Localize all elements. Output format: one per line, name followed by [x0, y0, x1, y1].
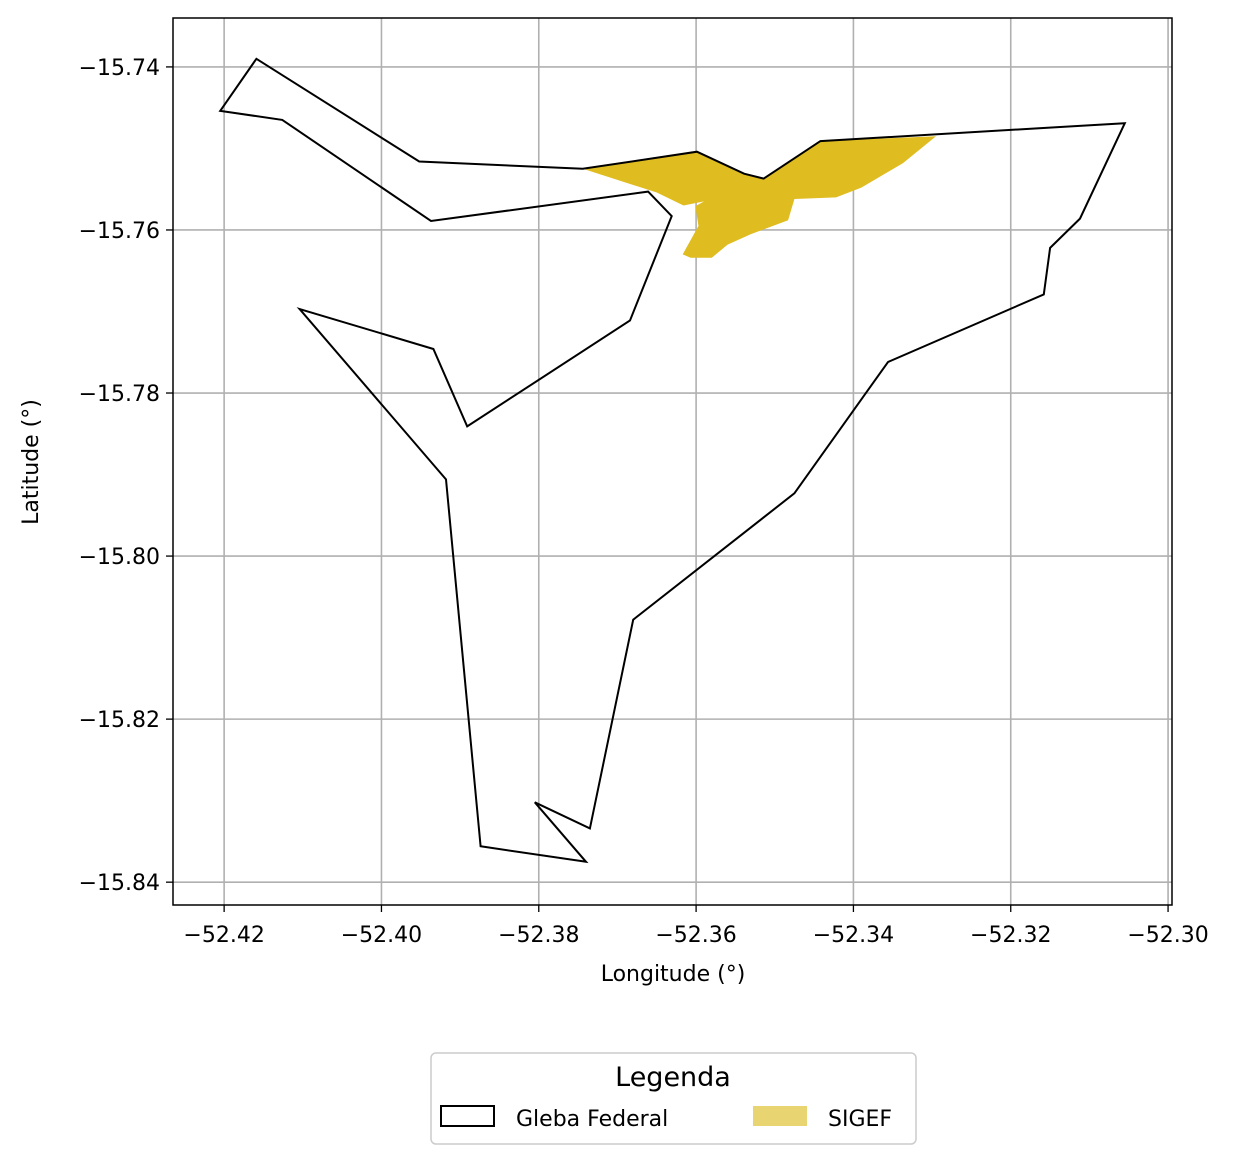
- x-axis-label: Longitude (°): [601, 962, 746, 987]
- x-tick-label: −52.38: [498, 923, 579, 948]
- legend-label-gleba-federal: Gleba Federal: [516, 1107, 668, 1132]
- x-tick-label: −52.30: [1127, 923, 1208, 948]
- polygon-layer: [218, 57, 1127, 864]
- polygon-sigef: [582, 136, 936, 258]
- y-tick-label: −15.80: [79, 545, 160, 570]
- x-tick-label: −52.34: [813, 923, 894, 948]
- axis-ticks: −52.42 −52.40 −52.38 −52.36 −52.34 −52.32 −52.…: [79, 56, 1209, 948]
- legend: Legenda Gleba Federal SIGEF: [430, 1052, 917, 1145]
- x-tick-label: −52.36: [655, 923, 736, 948]
- y-tick-label: −15.82: [79, 708, 160, 733]
- grid: [173, 18, 1172, 905]
- polygon-gleba-federal: [218, 57, 1127, 864]
- x-tick-label: −52.40: [341, 923, 422, 948]
- y-tick-label: −15.76: [79, 219, 160, 244]
- legend-swatch-gleba-federal: [440, 1105, 495, 1127]
- y-axis-label: Latitude (°): [19, 399, 44, 525]
- plot-frame: [172, 17, 1173, 906]
- x-tick-label: −52.32: [970, 923, 1051, 948]
- y-tick-label: −15.84: [79, 871, 160, 896]
- legend-title: Legenda: [615, 1062, 731, 1093]
- x-tick-label: −52.42: [183, 923, 264, 948]
- legend-label-sigef: SIGEF: [828, 1107, 892, 1132]
- y-tick-label: −15.74: [79, 56, 160, 81]
- y-tick-label: −15.78: [79, 382, 160, 407]
- legend-swatch-sigef: [753, 1106, 807, 1126]
